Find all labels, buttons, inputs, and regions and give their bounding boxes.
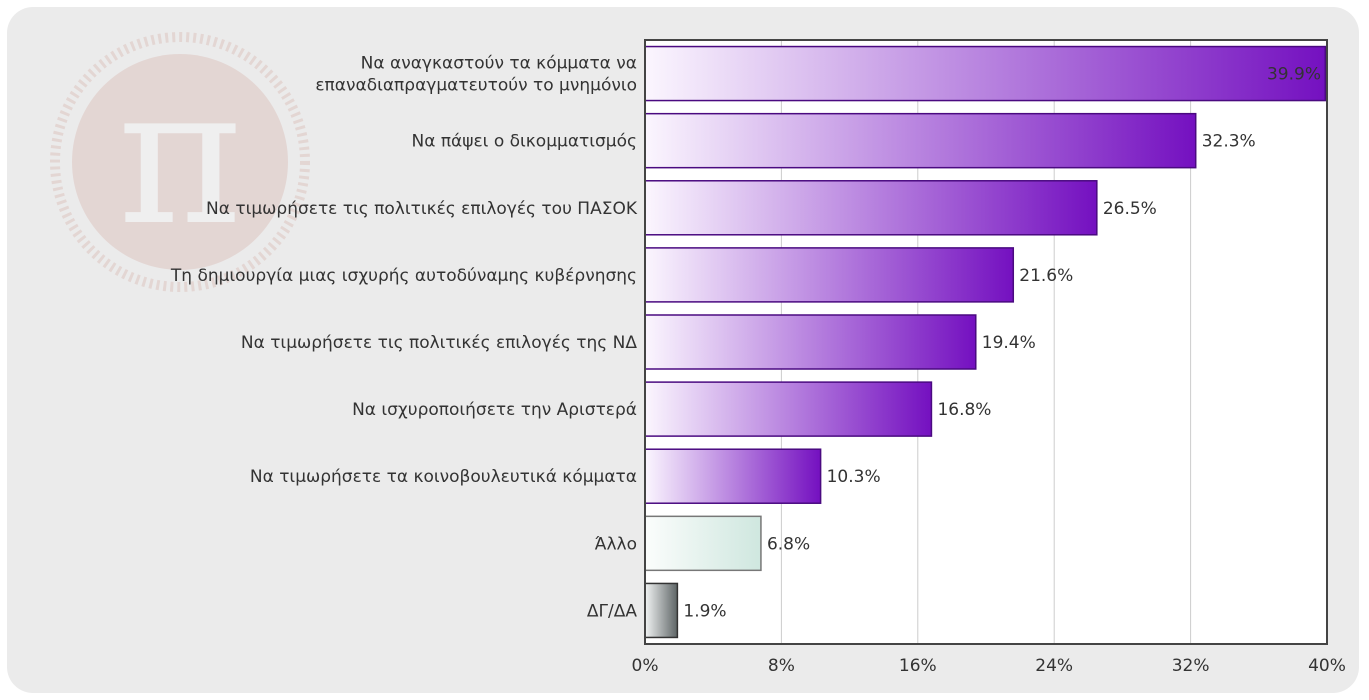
bar <box>644 247 1015 303</box>
category-label: Να αναγκαστούν τα κόμματα να <box>361 54 637 74</box>
value-label: 32.3% <box>1202 132 1256 152</box>
bar <box>644 45 1327 102</box>
plot-border <box>644 39 1328 645</box>
watermark-logo: π <box>50 32 310 292</box>
bar <box>644 112 1197 169</box>
category-label: Να τιμωρήσετε τις πολιτικές επιλογές της… <box>241 333 637 353</box>
bar <box>644 381 933 437</box>
category-label: Άλλο <box>595 534 637 554</box>
bar <box>644 180 1098 236</box>
category-label: Να τιμωρήσετε τα κοινοβουλευτικά κόμματα <box>250 467 637 487</box>
value-label: 19.4% <box>982 333 1036 353</box>
x-axis-ticks: 0% 8% 16% 24% 32% 40% <box>632 656 1346 676</box>
value-label: 1.9% <box>683 601 726 621</box>
bar <box>644 448 822 504</box>
category-label: Τη δημιουργία μιας ισχυρής αυτοδύναμης κ… <box>170 266 637 286</box>
category-label: Να πάψει ο δικομματισμός <box>412 132 638 152</box>
category-label: ΔΓ/ΔΑ <box>587 601 637 621</box>
x-tick-label: 24% <box>1035 656 1073 676</box>
value-labels: 39.9% 32.3% 26.5% 21.6% 19.4% 16.8% 10.3% 6.8% 1… <box>683 65 1321 622</box>
x-tick-label: 16% <box>899 656 937 676</box>
bar <box>644 582 679 639</box>
x-tick-label: 0% <box>632 656 659 676</box>
category-label: επαναδιαπραγματευτούν το μνημόνιο <box>315 76 637 96</box>
x-tick-label: 8% <box>768 656 795 676</box>
category-label: Να ισχυροποιήσετε την Αριστερά <box>352 400 637 420</box>
bars <box>644 45 1327 639</box>
value-label: 16.8% <box>937 400 991 420</box>
watermark-glyph: π <box>118 46 243 267</box>
value-label: 21.6% <box>1019 266 1073 286</box>
category-labels: Να αναγκαστούν τα κόμματα ναεπαναδιαπραγ… <box>170 54 638 622</box>
x-tick-label: 32% <box>1172 656 1210 676</box>
bar <box>644 314 977 370</box>
x-tick-label: 40% <box>1308 656 1346 676</box>
value-label: 10.3% <box>827 467 881 487</box>
bar <box>644 515 762 572</box>
category-label: Να τιμωρήσετε τις πολιτικές επιλογές του… <box>206 199 638 219</box>
value-label: 6.8% <box>767 534 810 554</box>
value-label: 26.5% <box>1103 199 1157 219</box>
value-label: 39.9% <box>1267 65 1321 85</box>
